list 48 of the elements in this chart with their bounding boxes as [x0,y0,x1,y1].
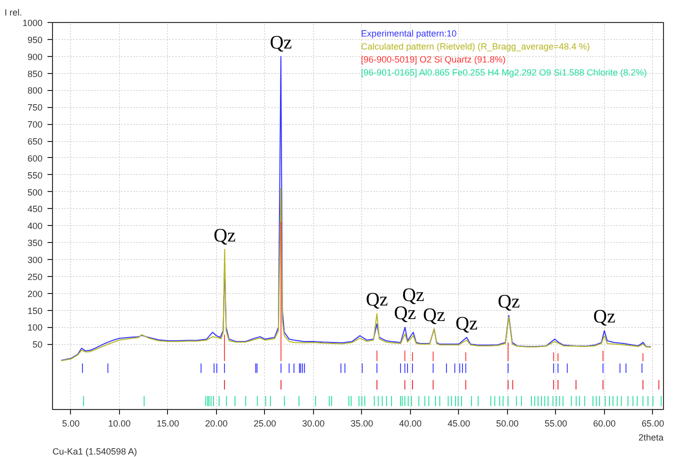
x-tick-label: 30.00 [302,418,325,428]
annotation: Qz [423,304,446,326]
y-tick-label: 550 [27,170,43,180]
y-tick-label: 800 [27,86,43,96]
y-tick-label: 900 [27,52,43,62]
y-tick-label: 1000 [22,18,43,28]
y-tick-label: 100 [27,322,43,333]
y-tick-label: 950 [27,34,43,45]
line-series [60,188,652,362]
y-tick-label: 700 [27,120,43,130]
x-tick-label: 20.00 [205,418,228,428]
y-tick-label: 350 [27,238,43,248]
y-tick-label: 300 [27,255,43,266]
annotation: Qz [498,291,520,312]
y-tick-label: 50 [32,340,43,350]
y-tick-label: 200 [27,288,43,299]
y-tick-label: 750 [27,102,43,113]
x-tick-label: 25.00 [254,418,276,428]
y-tick-label: 850 [27,68,43,79]
x-tick-label: 40.00 [399,418,422,428]
x-tick-label: 10.00 [108,418,131,428]
text: [96-900-5019] O2 Si Quartz (91.8%) [361,54,506,64]
y-tick-label: 600 [27,153,43,164]
y-tick-label: 150 [27,306,43,316]
x-tick-label: 65.00 [642,418,664,428]
y-tick-label: 450 [27,204,43,214]
x-tick-label: 60.00 [593,418,616,428]
annotation: Qz [456,313,478,334]
text: [96-901-0165] Al0.865 Fe0.255 H4 Mg2.292 O9 Si1.588 Chlorite (8.2%) [361,68,647,78]
text: Calculated pattern (Rietveld) (R_Bragg_average=48.4 %) [361,42,590,52]
annotation: Qz [366,290,388,311]
x-tick-label: 45.00 [448,418,470,428]
x-tick-label: 55.00 [544,418,568,428]
annotation: Qz [270,32,292,54]
y-tick-label: 650 [27,136,43,147]
x-tick-label: 35.00 [350,418,374,428]
annotation: Qz [214,225,236,246]
y-tick-label: 250 [27,272,43,282]
x-tick-label: 50.00 [496,418,519,428]
y-axis-title: I rel. [4,8,22,18]
x-axis-title: 2theta [638,432,664,442]
text: Experimental pattern:10 [361,28,457,38]
text: Cu-Ka1 (1.540598 A) [52,446,138,456]
y-tick-label: 400 [27,221,43,232]
annotation: Qz [593,306,616,328]
y-tick-label: 500 [27,187,43,198]
x-tick-label: 5.00 [62,418,80,428]
x-tick-label: 15.00 [156,418,180,428]
